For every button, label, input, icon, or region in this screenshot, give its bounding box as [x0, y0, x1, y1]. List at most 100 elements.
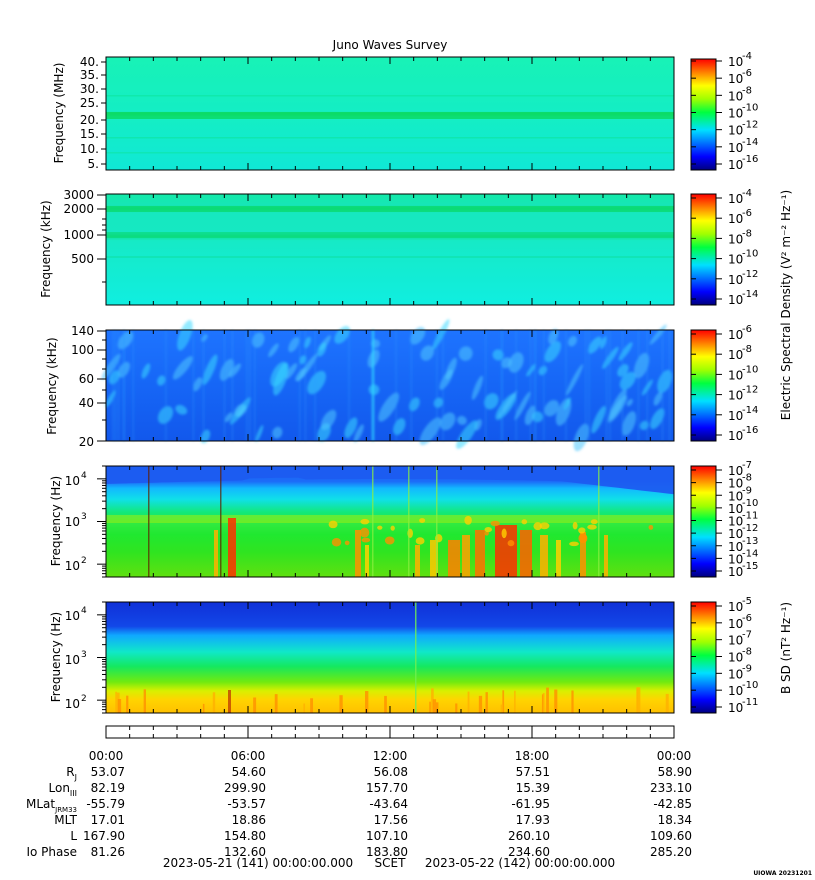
svg-text:L: L	[70, 829, 77, 843]
y-tick-label: 20	[79, 435, 94, 449]
colorbar-tick-exp: -10	[742, 680, 758, 691]
colorbar-tick-exp: -6	[742, 208, 752, 219]
colorbar-tick-label: 10	[728, 701, 743, 715]
emission-blob	[587, 524, 597, 530]
y-tick-label: 5.	[88, 157, 99, 171]
emission-blob	[419, 417, 442, 446]
emission-burst	[554, 689, 558, 713]
emission-blob	[650, 408, 665, 430]
credit: UIOWA 20231201	[753, 870, 812, 877]
svg-text:RJ: RJ	[66, 765, 77, 782]
emission-blob	[272, 426, 283, 439]
emission-burst	[274, 694, 278, 713]
spectrogram-5-features	[115, 602, 669, 713]
emission-blob	[328, 520, 338, 529]
colorbar-tick-label: 10	[728, 348, 743, 362]
svg-text:10: 10	[65, 697, 80, 711]
vertical-streak	[220, 466, 222, 577]
y-tick-label: 10.	[80, 142, 99, 156]
colorbar-tick-exp: -7	[742, 460, 752, 471]
colorbar-3	[690, 329, 717, 442]
emission-blob	[108, 370, 120, 385]
vertical-streak	[395, 330, 397, 441]
vertical-streak	[408, 466, 410, 577]
emission-blob	[420, 345, 434, 361]
vertical-streak	[148, 466, 150, 577]
ephem-value: 18.34	[658, 813, 692, 827]
vertical-streak	[543, 330, 545, 441]
colorbar-tick-exp: -14	[742, 289, 758, 300]
colorbar-tick-exp: -8	[742, 473, 752, 484]
colorbar-tick-exp: -7	[742, 630, 752, 641]
colorbar-tick-exp: -15	[742, 561, 758, 572]
emission-blob	[600, 336, 607, 349]
ephem-row-sub: III	[70, 789, 77, 798]
y-tick-label: 10	[65, 697, 80, 711]
y-ticks-3: 140 100 60 40 20	[71, 324, 94, 449]
ephem-value: 17.01	[91, 813, 125, 827]
cutoff-band	[106, 466, 674, 496]
ephem-value: -42.85	[653, 797, 692, 811]
emission-blob	[538, 365, 548, 376]
ephem-value: -61.95	[511, 797, 550, 811]
y-ticks-4: 10 4 10 3 10 2	[65, 471, 87, 573]
colorbar-tick-label: 10	[728, 328, 743, 342]
svg-text:10: 10	[65, 609, 80, 623]
y-tick-label: 40	[79, 396, 94, 410]
emission-burst	[202, 703, 205, 713]
emission-blob	[544, 341, 562, 363]
y-tick-label: 15.	[80, 127, 99, 141]
emission-blob	[344, 540, 350, 546]
emission-burst	[228, 690, 231, 713]
y-tick-exp: 4	[81, 606, 87, 616]
emission-burst	[115, 691, 117, 713]
emission-burst	[365, 545, 369, 577]
emission-blob	[360, 518, 370, 525]
emission-burst	[126, 695, 129, 713]
colorbar-1	[690, 58, 717, 171]
panel-lfrb-hz-e: 10 4 10 3 10 2 Frequency (Hz) 10-710-810…	[49, 460, 758, 579]
colorbar-tick-exp: -4	[742, 188, 752, 199]
colorbar-tick-exp: -13	[742, 536, 758, 547]
vertical-streak	[606, 330, 608, 441]
emission-blob	[498, 390, 518, 418]
emission-blob	[568, 335, 578, 347]
x-ticks-4	[105, 466, 675, 577]
emission-burst	[448, 540, 460, 577]
colorbar-tick-label: 10	[728, 477, 743, 491]
colorbar-tick-exp: -10	[742, 364, 758, 375]
footer: 2023-05-21 (141) 00:00:00.000 SCET 2023-…	[163, 856, 615, 870]
ephemeris-table: 00:00 06:00 12:00 18:00 00:00 RJ LonIII …	[26, 749, 692, 859]
ephem-value: 260.10	[508, 829, 550, 843]
emission-blob	[492, 349, 504, 361]
emission-burst	[415, 545, 420, 577]
spectrogram-4	[106, 466, 674, 577]
y-axis-label-1: Frequency (MHz)	[52, 63, 66, 164]
vertical-streak	[534, 330, 536, 441]
x-ticks-6	[105, 726, 675, 738]
emission-blob	[639, 420, 649, 431]
vertical-streak	[585, 330, 587, 441]
emission-blob	[533, 522, 543, 531]
emission-blob	[320, 409, 337, 431]
y-tick-label: 2000	[63, 202, 94, 216]
colorbar-tick-label: 10	[728, 527, 743, 541]
emission-blob	[657, 369, 673, 394]
emission-blob	[456, 420, 478, 449]
time-label: 00:00	[657, 749, 692, 763]
vertical-streak	[314, 330, 316, 441]
footer-scet: SCET	[375, 856, 407, 870]
emission-burst	[214, 530, 218, 577]
vertical-streak	[249, 330, 251, 441]
ephem-value: 183.80	[366, 845, 408, 859]
emission-blob	[175, 404, 188, 415]
vertical-streak	[246, 330, 248, 441]
colorbar-tick-label: 10	[728, 72, 743, 86]
time-label: 06:00	[231, 749, 266, 763]
colorbar-tick-label: 10	[728, 552, 743, 566]
y-tick-label: 35.	[80, 68, 99, 82]
ephem-value: 18.86	[232, 813, 266, 827]
vertical-streak	[565, 330, 567, 441]
ephem-value: 58.90	[658, 765, 692, 779]
